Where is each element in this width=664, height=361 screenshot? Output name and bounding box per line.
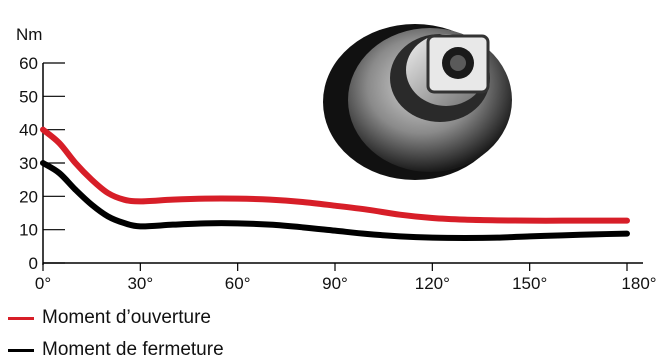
legend-item-opening: Moment d’ouverture xyxy=(8,307,211,329)
x-tick-label: 180° xyxy=(621,274,656,293)
legend-label-closing: Moment de fermeture xyxy=(42,339,224,360)
y-tick-label: 20 xyxy=(19,187,38,206)
x-tick-label: 150° xyxy=(512,274,547,293)
y-tick-label: 0 xyxy=(29,254,38,273)
legend-label-opening: Moment d’ouverture xyxy=(42,307,211,328)
x-tick-label: 120° xyxy=(415,274,450,293)
legend-swatch-red xyxy=(8,316,34,320)
legend-swatch-black xyxy=(8,348,34,352)
legend-item-closing: Moment de fermeture xyxy=(8,339,224,361)
x-tick-label: 90° xyxy=(322,274,348,293)
series-line-opening xyxy=(40,126,630,224)
x-tick-label: 60° xyxy=(225,274,251,293)
y-axis-label: Nm xyxy=(16,25,42,44)
y-tick-label: 40 xyxy=(19,121,38,140)
y-tick-label: 30 xyxy=(19,154,38,173)
y-tick-label: 10 xyxy=(19,221,38,240)
x-tick-label: 30° xyxy=(127,274,153,293)
series-line-closing xyxy=(40,160,630,241)
y-tick-label: 60 xyxy=(19,54,38,73)
x-tick-label: 0° xyxy=(35,274,51,293)
photo-bore-inner xyxy=(450,55,466,71)
y-tick-label: 50 xyxy=(19,87,38,106)
valve-handle-photo-icon xyxy=(323,24,512,180)
